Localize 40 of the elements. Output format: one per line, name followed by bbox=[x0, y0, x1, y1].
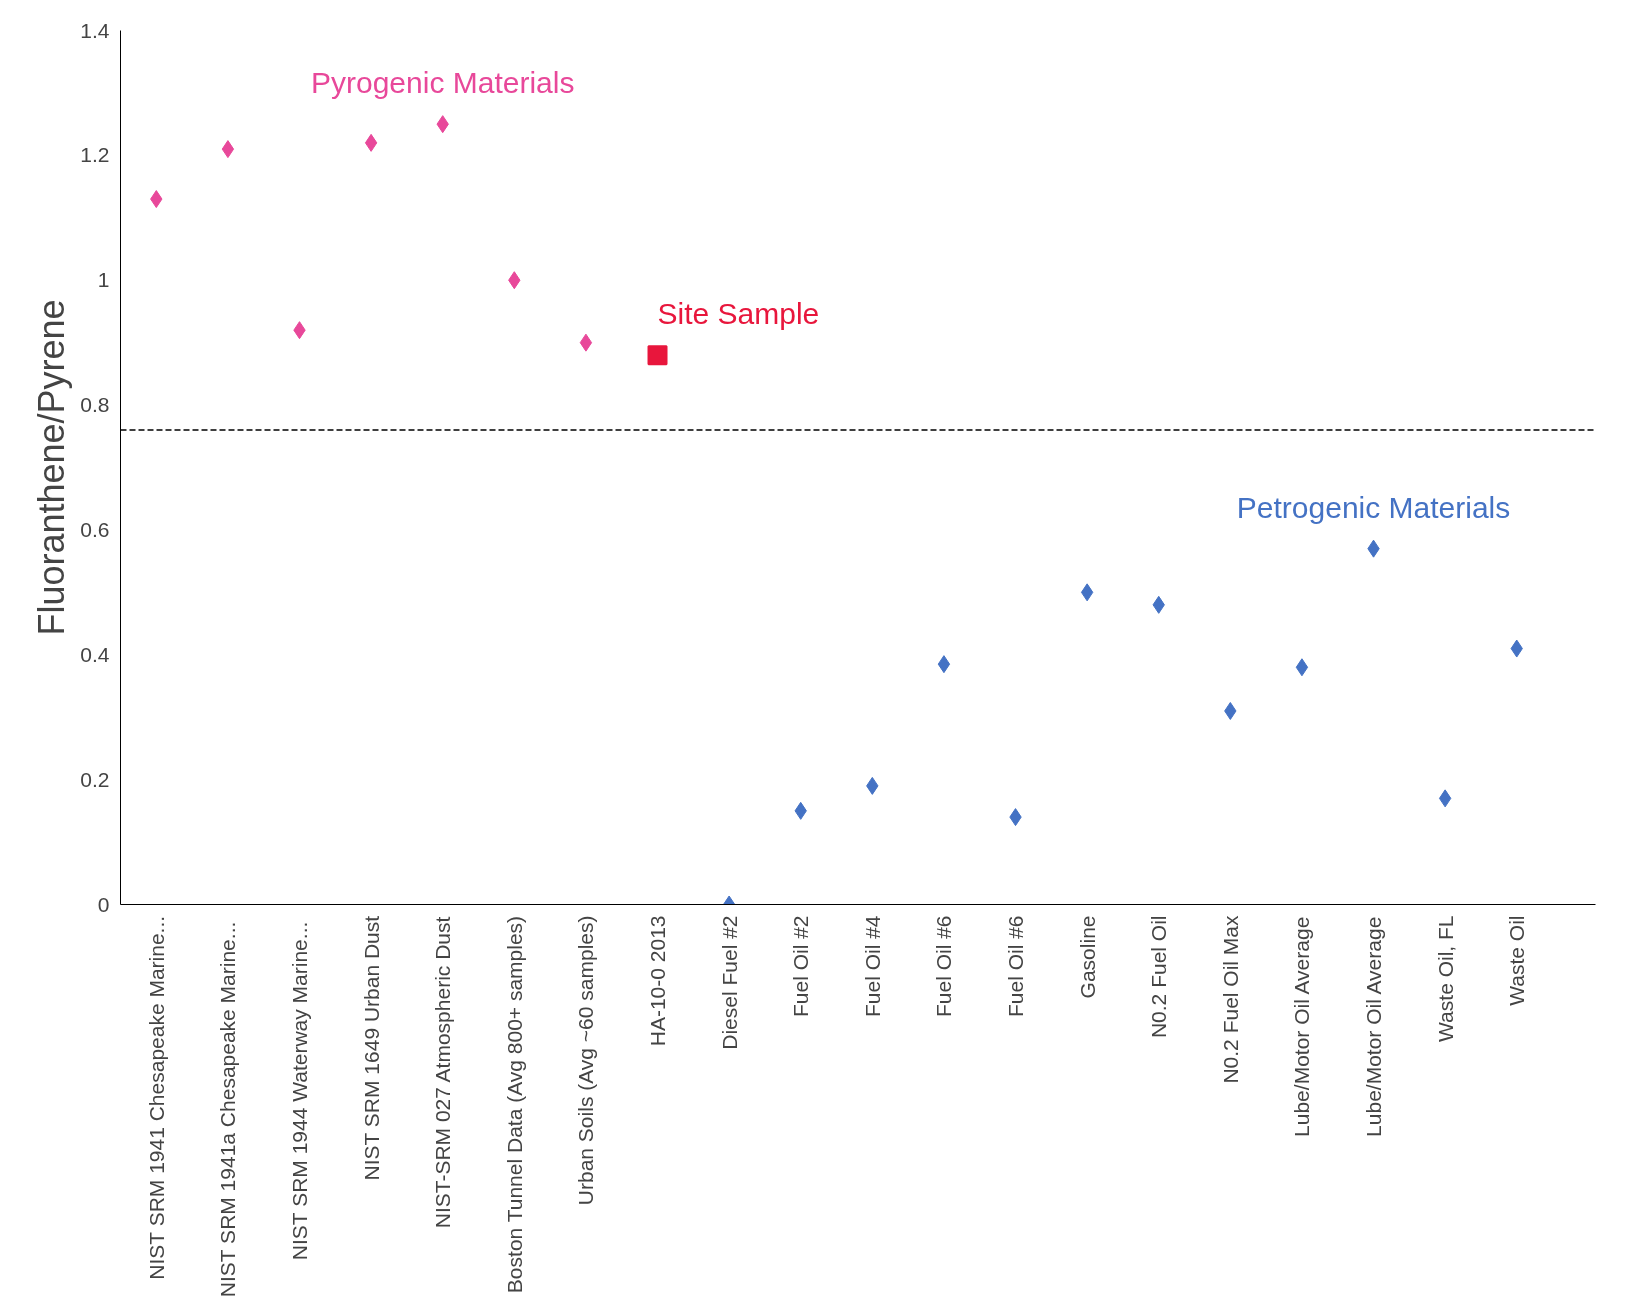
y-tick-label: 0 bbox=[97, 892, 110, 916]
x-tick-label: Boston Tunnel Data (Avg 800+ samples) bbox=[502, 915, 526, 1294]
y-tick-label: 0.2 bbox=[80, 767, 110, 791]
point bbox=[1295, 658, 1309, 677]
x-tick-label: Fuel Oil #6 bbox=[932, 915, 956, 1018]
x-tick-label: N0.2 Fuel Oil bbox=[1147, 915, 1171, 1039]
point bbox=[647, 345, 668, 366]
x-tick-label: NIST SRM 1944 Waterway Marine... bbox=[288, 921, 311, 1261]
x-tick-label: NIST SRM 1649 Urban Dust bbox=[359, 915, 383, 1181]
y-tick-label: 0.8 bbox=[80, 393, 110, 417]
x-tick-label: Fuel Oil #6 bbox=[1004, 915, 1028, 1018]
point bbox=[579, 333, 593, 352]
series-label: Site Sample bbox=[657, 297, 820, 331]
x-tick-label: NIST-SRM 027 Atmospheric Dust bbox=[431, 916, 455, 1229]
x-tick-label: Fuel Oil #4 bbox=[860, 915, 884, 1018]
x-tick-label: HA-10-0 2013 bbox=[646, 915, 670, 1047]
series-label: Petrogenic Materials bbox=[1236, 490, 1511, 524]
x-tick-label: Waste Oil, FL bbox=[1433, 915, 1457, 1042]
x-tick-label: Waste Oil bbox=[1505, 915, 1529, 1006]
y-tick-label: 0.6 bbox=[80, 517, 110, 541]
point bbox=[364, 133, 378, 152]
x-tick-label: N0.2 Fuel Oil Max bbox=[1218, 915, 1242, 1084]
x-tick-label: Fuel Oil #2 bbox=[789, 915, 813, 1018]
x-tick-label: NIST SRM 1941a Chesapeake Marine... bbox=[216, 921, 240, 1298]
x-tick-label: Gasoline bbox=[1075, 915, 1099, 999]
y-axis-title: Fluoranthene/Pyrene bbox=[31, 299, 73, 636]
x-tick-label: NIST SRM 1941 Chesapeake Marine... bbox=[144, 915, 168, 1280]
point bbox=[221, 140, 235, 159]
y-tick-label: 1.2 bbox=[80, 143, 110, 167]
point bbox=[1080, 583, 1094, 602]
y-tick-label: 1.4 bbox=[80, 18, 110, 42]
x-tick-label: Diesel Fuel #2 bbox=[717, 915, 741, 1050]
x-tick-label: Lube/Motor Oil Average bbox=[1290, 916, 1314, 1137]
x-tick-label: Urban Soils (Avg ~60 samples) bbox=[574, 915, 598, 1206]
series-label: Pyrogenic Materials bbox=[310, 66, 575, 100]
point bbox=[937, 655, 951, 674]
y-tick-label: 1 bbox=[97, 268, 110, 292]
y-tick-label: 0.4 bbox=[80, 642, 110, 666]
point bbox=[1438, 789, 1452, 808]
x-tick-label: Lube/Motor Oil Average bbox=[1362, 916, 1386, 1137]
